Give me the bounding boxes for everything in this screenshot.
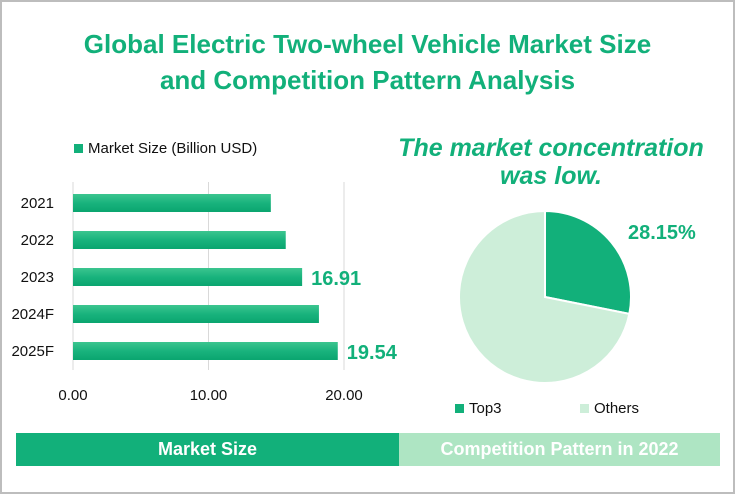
pie-slice-top3 — [544, 209, 632, 316]
banner-competition: Competition Pattern in 2022 — [399, 433, 720, 466]
headline-line-2: was low. — [500, 162, 602, 190]
bar-2022 — [73, 231, 286, 249]
x-tick-label: 0.00 — [58, 387, 87, 404]
bar-2023 — [73, 268, 303, 286]
pie-legend-others: Others — [580, 400, 639, 417]
pie-legend-top3: Top3 — [455, 400, 502, 417]
pie-chart: 28.15% — [458, 209, 696, 384]
bar-2024F — [73, 305, 319, 323]
y-tick-label: 2024F — [11, 306, 54, 323]
legend-label: Others — [594, 400, 640, 417]
x-tick-label: 20.00 — [325, 387, 363, 404]
bar-2021 — [73, 194, 271, 212]
bar-legend: Market Size (Billion USD) — [74, 140, 257, 157]
pie-data-label: 28.15% — [628, 222, 696, 244]
bar-2025F — [73, 342, 338, 360]
legend-swatch — [74, 144, 83, 153]
y-tick-label: 2022 — [21, 232, 54, 249]
data-label: 16.91 — [311, 268, 361, 290]
y-tick-label: 2025F — [11, 343, 54, 360]
legend-swatch — [580, 404, 589, 413]
x-tick-label: 10.00 — [190, 387, 228, 404]
legend-label: Top3 — [469, 400, 502, 417]
bar-chart: 0.00 10.00 20.00 2021 2022 2023 16.91 2024F 2025… — [11, 182, 398, 404]
y-tick-label: 2023 — [21, 269, 54, 286]
title-line-1: Global Electric Two-wheel Vehicle Market… — [83, 29, 652, 59]
legend-swatch — [455, 404, 464, 413]
y-tick-label: 2021 — [21, 195, 54, 212]
data-label: 19.54 — [347, 342, 398, 364]
pie-slice-others — [458, 209, 631, 384]
title-line-2: and Competition Pattern Analysis — [159, 65, 576, 95]
banner-market-size: Market Size — [16, 433, 399, 466]
headline-line-1: The market concentration — [398, 134, 704, 162]
bar-legend-label: Market Size (Billion USD) — [88, 140, 258, 157]
